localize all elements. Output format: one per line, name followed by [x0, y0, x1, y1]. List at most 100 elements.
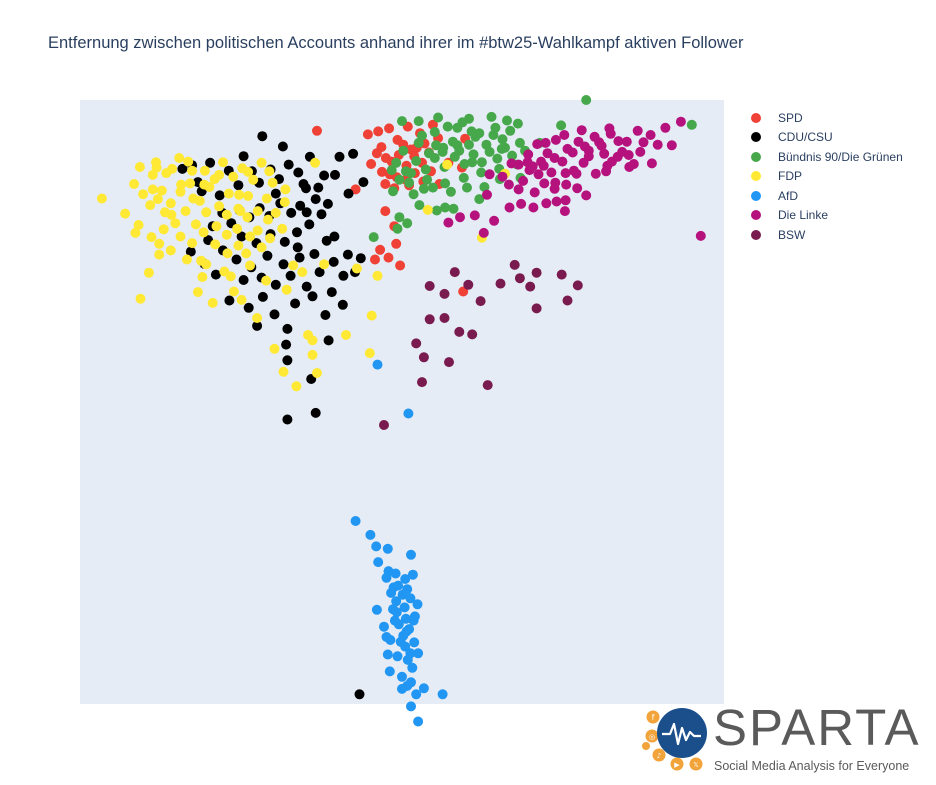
data-point[interactable] — [418, 183, 429, 194]
data-point[interactable] — [512, 118, 523, 129]
data-point[interactable] — [338, 270, 349, 281]
data-point[interactable] — [334, 151, 345, 162]
data-point[interactable] — [464, 113, 474, 124]
data-point[interactable] — [180, 206, 191, 217]
data-point[interactable] — [261, 193, 272, 204]
data-point[interactable] — [497, 171, 508, 182]
data-point[interactable] — [196, 255, 207, 266]
legend-item[interactable]: Die Linke — [750, 206, 903, 226]
data-point[interactable] — [476, 157, 487, 168]
data-point[interactable] — [341, 330, 351, 340]
data-point[interactable] — [414, 200, 425, 211]
data-point[interactable] — [364, 348, 375, 359]
data-point[interactable] — [492, 153, 503, 164]
data-point[interactable] — [562, 295, 573, 306]
data-point[interactable] — [406, 677, 416, 688]
data-point[interactable] — [262, 250, 273, 261]
data-point[interactable] — [382, 649, 393, 660]
data-point[interactable] — [469, 210, 480, 221]
data-point[interactable] — [307, 335, 318, 346]
data-point[interactable] — [452, 122, 463, 133]
data-point[interactable] — [444, 357, 454, 368]
data-point[interactable] — [256, 157, 267, 168]
data-point[interactable] — [533, 169, 544, 180]
data-point[interactable] — [402, 584, 413, 595]
data-point[interactable] — [407, 569, 418, 580]
data-point[interactable] — [214, 190, 225, 201]
data-point[interactable] — [177, 163, 188, 174]
data-point[interactable] — [233, 240, 244, 251]
data-point[interactable] — [380, 179, 391, 189]
data-point[interactable] — [583, 151, 594, 162]
data-point[interactable] — [175, 231, 186, 242]
data-point[interactable] — [384, 666, 395, 677]
data-point[interactable] — [188, 193, 199, 204]
data-point[interactable] — [354, 689, 365, 700]
data-point[interactable] — [531, 303, 542, 314]
data-point[interactable] — [541, 198, 552, 209]
data-point[interactable] — [379, 420, 389, 430]
data-point[interactable] — [373, 557, 384, 568]
data-point[interactable] — [437, 689, 448, 700]
data-point[interactable] — [402, 218, 413, 229]
data-point[interactable] — [265, 233, 275, 244]
data-point[interactable] — [238, 275, 249, 285]
data-point[interactable] — [523, 149, 534, 160]
data-point[interactable] — [277, 141, 288, 152]
data-point[interactable] — [375, 244, 386, 255]
data-point[interactable] — [638, 137, 649, 148]
data-point[interactable] — [391, 238, 402, 249]
data-point[interactable] — [243, 191, 254, 201]
data-point[interactable] — [646, 158, 657, 169]
data-point[interactable] — [316, 209, 327, 220]
data-point[interactable] — [211, 221, 222, 232]
data-point[interactable] — [557, 156, 568, 167]
data-point[interactable] — [330, 169, 340, 180]
data-point[interactable] — [380, 206, 391, 217]
data-point[interactable] — [550, 177, 561, 188]
data-point[interactable] — [418, 683, 429, 694]
data-point[interactable] — [362, 129, 373, 140]
data-point[interactable] — [516, 198, 527, 209]
data-point[interactable] — [241, 248, 252, 259]
data-point[interactable] — [397, 671, 407, 682]
data-point[interactable] — [355, 253, 366, 264]
data-point[interactable] — [307, 291, 318, 302]
data-point[interactable] — [129, 179, 140, 189]
data-point[interactable] — [370, 254, 380, 265]
data-point[interactable] — [402, 654, 413, 665]
data-point[interactable] — [440, 178, 451, 189]
data-point[interactable] — [322, 198, 333, 209]
data-point[interactable] — [400, 574, 411, 584]
data-point[interactable] — [529, 187, 540, 198]
data-point[interactable] — [313, 182, 324, 193]
data-point[interactable] — [417, 130, 427, 141]
data-point[interactable] — [439, 313, 450, 323]
data-point[interactable] — [312, 125, 322, 136]
data-point[interactable] — [572, 280, 583, 291]
data-point[interactable] — [484, 169, 495, 180]
data-point[interactable] — [476, 167, 487, 178]
data-point[interactable] — [310, 194, 321, 205]
data-point[interactable] — [348, 148, 359, 159]
data-point[interactable] — [686, 119, 697, 130]
data-point[interactable] — [632, 125, 643, 136]
data-point[interactable] — [399, 602, 410, 613]
data-point[interactable] — [482, 380, 493, 391]
data-point[interactable] — [234, 189, 245, 200]
data-point[interactable] — [146, 232, 157, 243]
data-point[interactable] — [221, 209, 232, 220]
data-point[interactable] — [455, 212, 465, 223]
data-point[interactable] — [542, 148, 553, 159]
data-point[interactable] — [411, 156, 422, 166]
data-point[interactable] — [581, 190, 592, 201]
legend-item[interactable]: FDP — [750, 167, 903, 187]
data-point[interactable] — [372, 359, 383, 370]
data-point[interactable] — [442, 121, 453, 132]
data-point[interactable] — [252, 320, 263, 331]
data-point[interactable] — [368, 232, 379, 243]
data-point[interactable] — [282, 355, 293, 366]
legend-item[interactable]: SPD — [750, 108, 903, 128]
data-point[interactable] — [309, 249, 320, 259]
data-point[interactable] — [567, 147, 578, 158]
